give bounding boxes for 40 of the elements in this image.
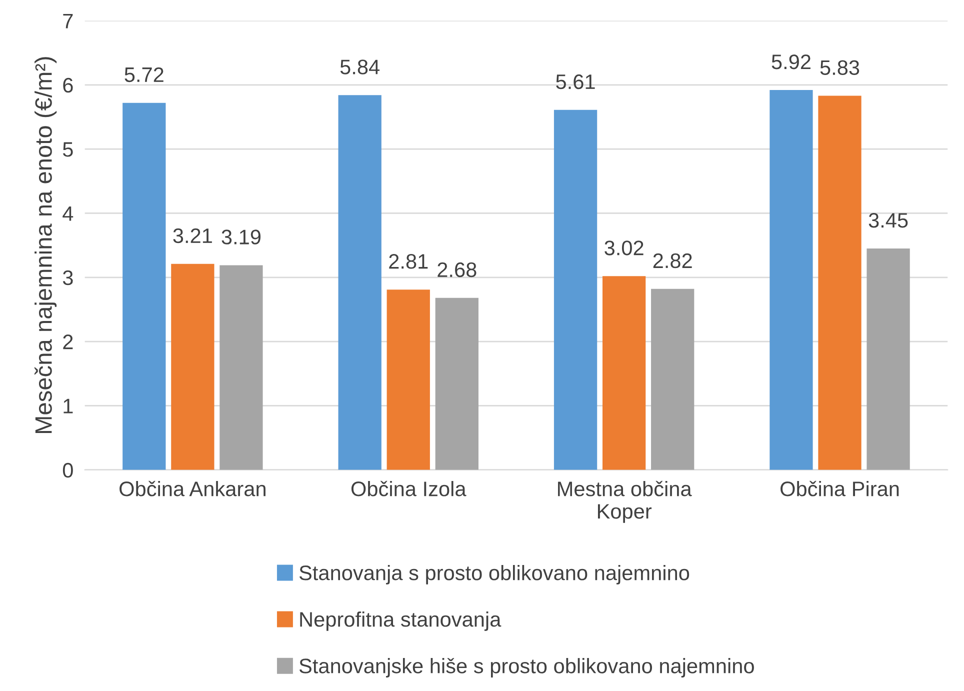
x-tick-label: Mestna občina Koper <box>558 480 692 523</box>
data-label: 2.82 <box>653 253 692 268</box>
y-tick-label: 6 <box>63 78 73 93</box>
data-label: 2.68 <box>438 262 476 278</box>
y-tick-label: 3 <box>62 270 73 286</box>
legend-label: Stanovanjske hiše s prosto oblikovano najemnino <box>299 658 754 678</box>
y-tick-label: 7 <box>63 14 73 28</box>
x-tick-label: Občina Izola <box>351 480 466 496</box>
bar <box>435 298 478 470</box>
y-tick-label: 5 <box>62 142 73 157</box>
y-tick-label: 0 <box>62 462 73 478</box>
y-axis-title: Mesečna najemnina na enoto (€/m²) <box>34 57 57 433</box>
bar <box>171 264 214 470</box>
bar <box>122 102 166 470</box>
data-label: 3.02 <box>604 240 644 256</box>
data-label: 3.45 <box>868 212 908 228</box>
bar <box>338 95 382 470</box>
data-label: 3.19 <box>222 230 260 244</box>
x-tick-label: Občina Ankaran <box>120 480 266 496</box>
data-label: 5.84 <box>340 60 380 74</box>
bar <box>818 96 862 470</box>
data-label: 2.81 <box>389 254 428 269</box>
legend-label: Neprofitna stanovanja <box>300 611 502 631</box>
bar <box>866 248 910 470</box>
data-label: 5.92 <box>772 54 810 70</box>
bar <box>386 290 430 470</box>
bar <box>770 90 813 470</box>
bar <box>554 110 598 470</box>
y-tick-label: 2 <box>63 334 73 350</box>
legend-label: Stanovanja s prosto oblikovano najemnino <box>299 564 690 584</box>
bar <box>220 265 263 470</box>
x-tick-label: Občina Piran <box>780 480 899 496</box>
data-label: 5.83 <box>820 60 860 76</box>
data-label: 5.72 <box>124 67 164 82</box>
y-tick-label: 1 <box>64 398 73 414</box>
data-label: 5.61 <box>556 74 595 90</box>
bar <box>602 276 646 470</box>
y-tick-label: 4 <box>62 206 74 221</box>
data-label: 3.21 <box>173 228 212 244</box>
bar <box>651 288 694 470</box>
